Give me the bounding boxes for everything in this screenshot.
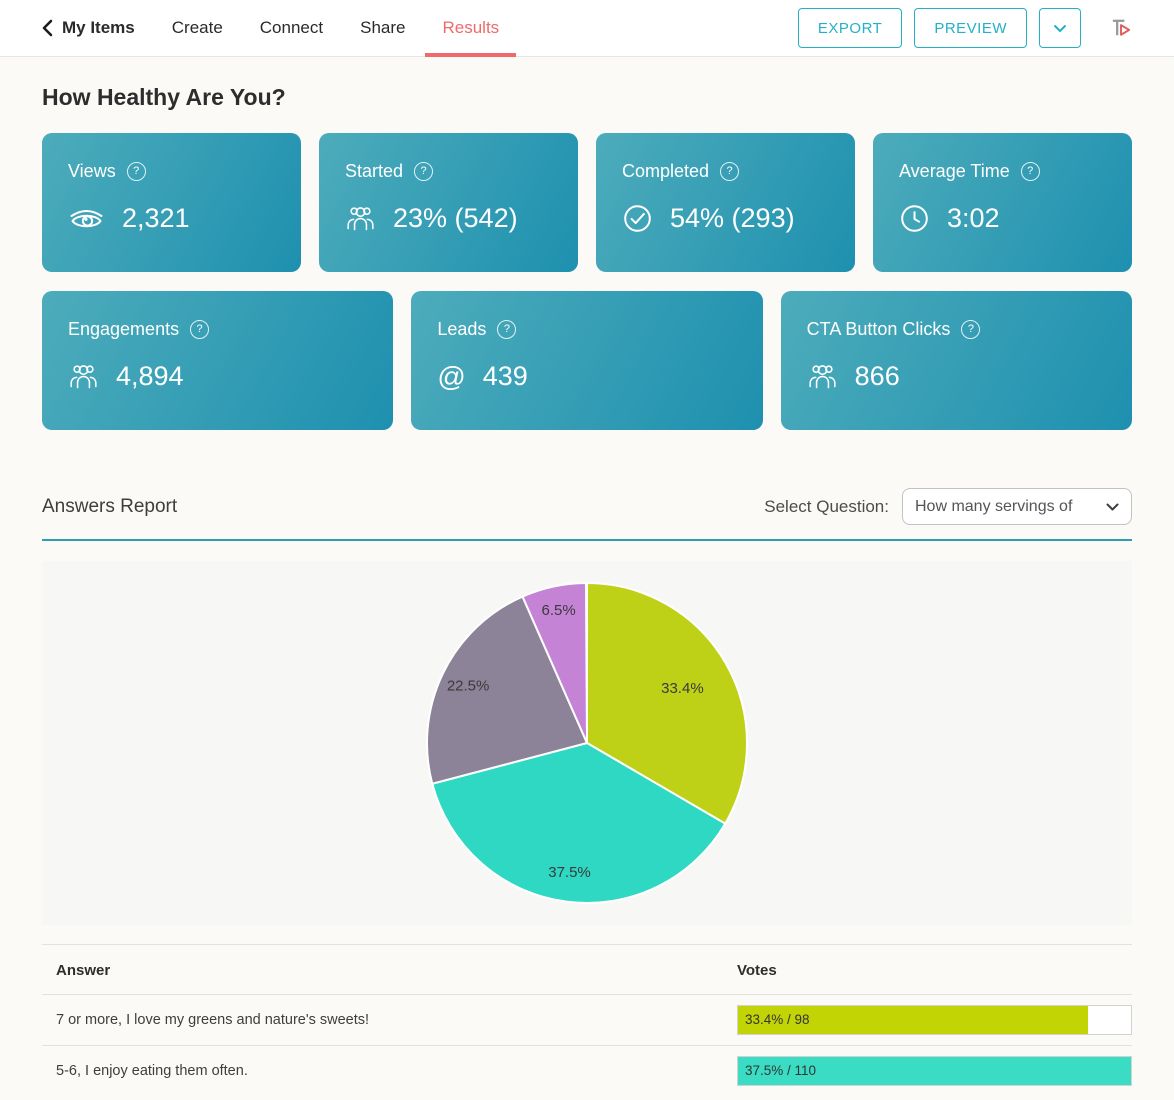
people-icon [345,203,376,234]
interact-logo-icon[interactable] [1109,16,1134,41]
chevron-down-icon [1053,24,1067,33]
pie-slice[interactable] [426,595,588,785]
at-icon: @ [437,360,466,392]
help-question-icon[interactable]: ? [720,162,740,181]
stat-value: 2,321 [122,203,190,233]
nav-item-share[interactable]: Share [360,18,406,37]
pie-chart[interactable]: 33.4% 37.5% 22.5% 6.5% [417,573,757,913]
help-question-icon[interactable]: ? [497,320,517,339]
stat-card-cta-clicks: CTA Button Clicks ? 866 [780,291,1132,430]
answer-text: 7 or more, I love my greens and nature's… [56,1012,370,1028]
stat-value: 3:02 [947,203,1000,233]
stat-value: 54% (293) [670,203,795,233]
selected-question-value: How many servings of [915,497,1073,515]
column-header-votes: Votes [737,962,777,979]
nav-back-my-items[interactable]: My Items [42,0,135,56]
chevron-down-icon [1106,503,1119,511]
votes-bar: 37.5% / 110 [737,1056,1132,1086]
stat-value: 23% (542) [393,203,518,233]
answers-report-title: Answers Report [42,495,178,517]
help-question-icon[interactable]: ? [414,162,434,181]
nav-item-create[interactable]: Create [171,18,223,37]
answers-report-header: Answers Report Select Question: How many… [42,488,1132,525]
help-question-icon[interactable]: ? [190,320,210,339]
top-navigation-bar: My Items Create Connect Share Results EX… [0,0,1174,57]
select-question-dropdown[interactable]: How many servings of [902,488,1132,525]
stat-label: Engagements [68,319,180,339]
nav-back-label: My Items [62,18,135,37]
help-question-icon[interactable]: ? [961,320,981,339]
stat-cards-row-1: Views ? 2,321 Started ? [42,133,1132,272]
check-circle-icon [622,203,653,234]
nav-item-connect[interactable]: Connect [259,18,324,37]
votes-bar-label: 37.5% / 110 [745,1063,817,1078]
votes-bar-fill [738,1006,1088,1034]
stat-card-started: Started ? 23% (542) [319,133,578,272]
stat-cards-row-2: Engagements ? 4,894 [42,291,1132,430]
stat-card-completed: Completed ? 54% (293) [596,133,855,272]
stat-label: CTA Button Clicks [806,319,951,339]
pie-slice-label: 6.5% [541,602,575,619]
stat-card-average-time: Average Time ? 3:02 [873,133,1132,272]
stat-label: Started [345,161,404,181]
stat-label: Completed [622,161,710,181]
report-divider [42,539,1132,541]
column-header-answer: Answer [56,962,111,979]
more-actions-dropdown-button[interactable] [1039,8,1081,48]
header-actions: EXPORT PREVIEW [797,8,1134,48]
stat-label: Views [68,161,116,181]
votes-bar-label: 33.4% / 98 [745,1012,810,1027]
people-icon [807,361,838,392]
votes-bar: 33.4% / 98 [737,1005,1132,1035]
results-page: How Healthy Are You? Views ? 2,321 [0,84,1174,1096]
stat-label: Average Time [899,161,1010,181]
answers-pie-chart-panel: 33.4% 37.5% 22.5% 6.5% [42,561,1132,925]
answers-table: Answer Votes 7 or more, I love my greens… [42,944,1132,1096]
main-nav: My Items Create Connect Share Results [42,0,516,57]
help-question-icon[interactable]: ? [1020,162,1040,181]
help-question-icon[interactable]: ? [126,162,146,181]
votes-bar-fill [738,1057,1131,1085]
export-button[interactable]: EXPORT [797,8,903,48]
page-title: How Healthy Are You? [42,84,286,110]
stat-value: 866 [854,361,900,391]
stat-card-leads: Leads ? @ 439 [411,291,763,430]
back-chevron-icon [42,19,53,37]
clock-icon [899,203,930,234]
stat-value: 439 [482,361,528,391]
stat-value: 4,894 [116,361,184,391]
preview-button[interactable]: PREVIEW [914,8,1027,48]
stat-card-views: Views ? 2,321 [42,133,301,272]
pie-slice[interactable] [586,582,749,825]
pie-slice[interactable] [521,582,588,744]
pie-slice[interactable] [431,742,727,904]
table-row: 7 or more, I love my greens and nature's… [42,995,1132,1046]
pie-slice-label: 22.5% [447,678,490,695]
people-icon [68,361,99,392]
select-question-label: Select Question: [764,496,889,516]
answer-text: 5-6, I enjoy eating them often. [56,1063,248,1079]
table-row: 5-6, I enjoy eating them often. 37.5% / … [42,1046,1132,1096]
stat-label: Leads [437,319,487,339]
pie-slice-label: 33.4% [661,680,704,697]
nav-item-results[interactable]: Results [425,0,516,57]
stat-card-engagements: Engagements ? 4,894 [42,291,394,430]
table-header-row: Answer Votes [42,945,1132,995]
pie-slice-label: 37.5% [548,864,591,881]
eye-icon [68,206,105,232]
